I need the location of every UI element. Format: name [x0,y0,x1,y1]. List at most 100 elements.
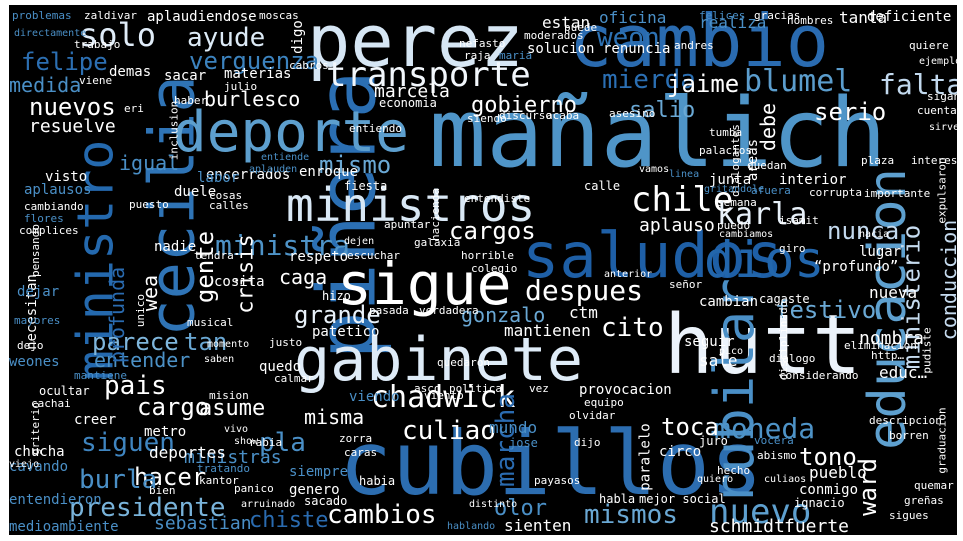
word-seguir: seguir [684,334,735,350]
word-moderados: moderados [524,29,584,42]
word-plaza: plaza [861,154,895,167]
word-jaime: jaime [667,70,740,98]
word-calle: calle [584,179,621,193]
word-unico: unico [134,293,148,328]
word-politica: politica [449,382,502,395]
word-patetico: patetico [312,324,380,340]
word-ctm: ctm [569,303,598,322]
word-paralelo: paralelo [637,423,654,491]
word-viendo: viendo [349,389,400,405]
word-mundo: mundo [489,418,538,437]
word-entiende: entiende [261,152,310,163]
word-nuevos: nuevos [29,93,116,121]
word-dijo: dijo [574,436,601,449]
word-asesino: asesino [609,107,656,120]
word-calmar: calmar [274,372,314,385]
word-debe: debe [756,102,781,152]
word-olor: olor [494,496,547,521]
word-burlesco: burlesco [204,87,301,111]
word-flores: flores [24,212,64,225]
word-tan: tan [184,328,228,356]
word-pensando: pensando [28,224,42,277]
word-chadwick: chadwick [371,380,516,415]
word-hizo: hizo [322,289,351,303]
word-viene: viene [79,74,113,87]
word-galaxia: galaxia [414,236,461,249]
word-raja: raja [464,49,491,62]
word-caga: caga [279,265,328,289]
word-manalich: mañalich [429,79,887,189]
word-hacia: hacia [859,229,890,240]
word-asco: asco [414,382,441,395]
word-tumba: tumba [709,126,743,139]
word-gente: gente [191,230,220,304]
word-cabros: cabros [289,59,329,72]
word-eliminacion: eliminacion [844,339,917,352]
word-gabinete: gabinete [294,325,583,395]
word-considerando: considerando [779,369,859,382]
word-olvidar: olvidar [569,409,616,422]
word-siguen: siguen [81,428,175,458]
word-quiero: quiero [697,474,734,485]
word-sacar: sacar [164,68,207,84]
word-bien: bien [149,484,176,497]
word-zaldivar: zaldivar [84,9,137,22]
word-sirve: sirve [929,122,957,133]
word-tendra: tendra [194,249,234,262]
word-gracias: gracias [754,9,801,22]
word-importante: importante [864,187,931,200]
word-aplausos: aplausos [24,182,92,198]
word-mierda: mierda [602,65,696,95]
word-felipe: felipe [21,48,108,76]
word-pla: pla [259,428,306,458]
word-ministros: ministros [286,178,536,232]
word-mejor-social: mejor social [639,492,726,506]
word-fiesta: fiesta [344,179,388,193]
word-hutt: hutt [664,298,862,393]
word-mayores: mayores [14,314,61,327]
word-borren: borren [889,429,929,442]
word-moneda: moneda [714,412,816,445]
word-demas: demas [109,64,152,80]
word-nuevo: nuevo [709,492,812,532]
word-gobierno: gobierno [471,93,577,118]
word-momento: momento [207,339,250,350]
word-calles: calles [209,199,249,212]
word-pueblo: pueblo [809,463,867,482]
word-dejar: dejar [17,284,60,300]
word-sigue: sigue [337,250,512,318]
word-asume: asume [199,396,266,421]
word-oficina: oficina [599,8,667,27]
word-moscas: moscas [259,9,299,22]
word-deficiente: deficiente [867,9,952,25]
word-griterio: griterio [28,402,42,455]
word-semana: semana [717,196,757,209]
word-burla: burla [79,465,158,495]
word-cargo: cargo [137,393,210,421]
word-nefasto: nefasto [459,37,506,50]
word-salio: salio [629,98,696,123]
word-payasos: payasos [534,474,581,487]
word-encerrados: encerrados [206,167,291,183]
word-parece: parece [92,328,179,356]
word-saben: saben [204,354,235,365]
word-mantienen: mantienen [504,321,591,340]
word-felices: felices [699,9,746,22]
word-puesto: puesto [129,198,169,211]
word-metro: metro [144,424,187,440]
word-zorra: zorra [339,432,373,445]
word-problemas: problemas [12,9,72,22]
word-cambiamos: cambiamos [719,229,774,240]
word-provocacion: provocacion [579,382,672,398]
word-grenas: greñas [904,494,944,507]
word-caras: caras [344,446,378,459]
word-dejen: dejen [344,236,375,247]
word-arruinado: arruinado [241,499,296,510]
word-corrupta: corrupta [809,186,862,199]
word-acaba: acaba [546,109,580,122]
word-discurso: discurso [499,109,552,122]
word-vamos: vamos [639,164,670,175]
word-anterior: anterior [604,269,653,280]
word-respeto: respeto [289,249,349,265]
